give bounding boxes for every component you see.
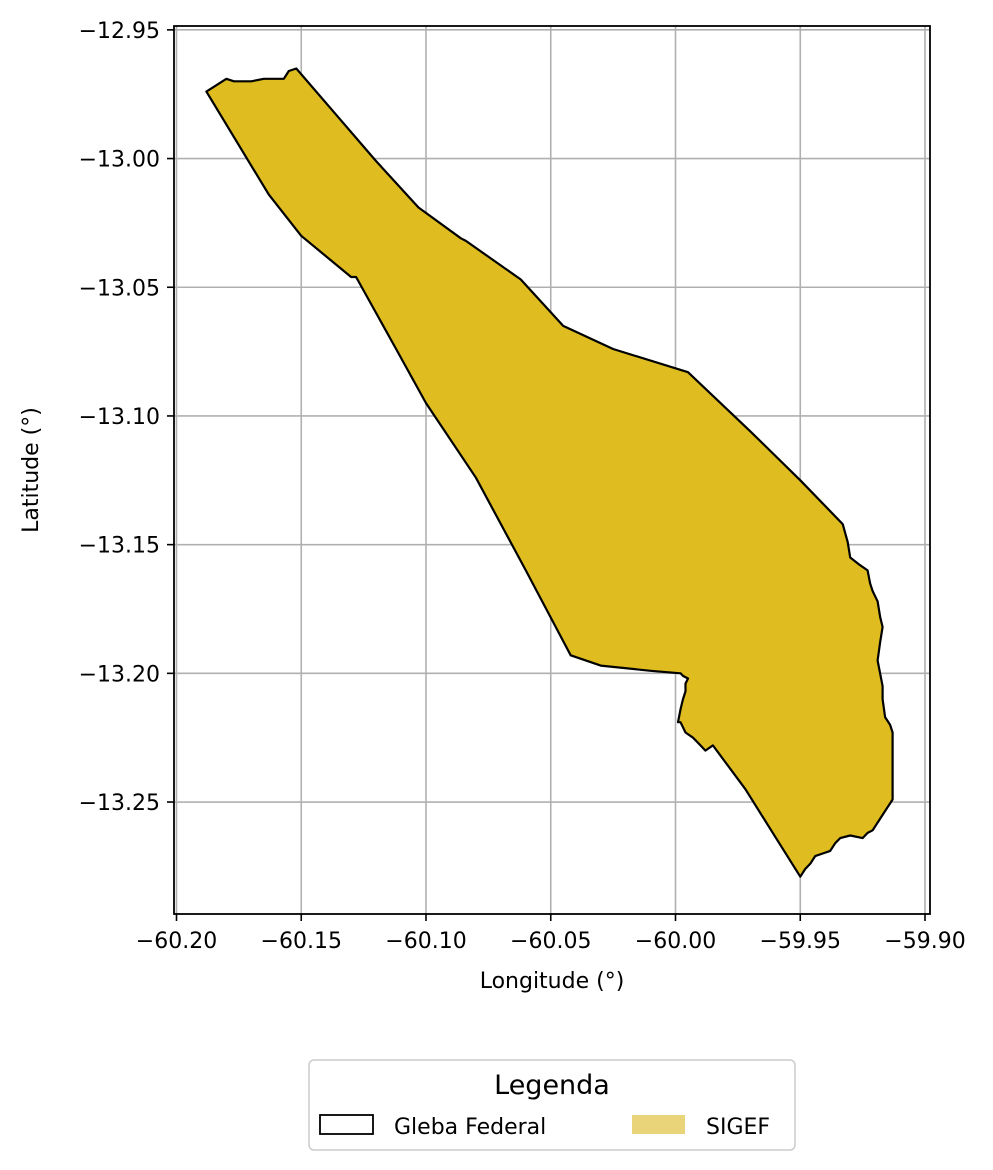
x-tick-label: −60.10 <box>385 929 466 954</box>
x-tick-label: −59.95 <box>760 929 841 954</box>
sigef-polygon <box>206 68 893 877</box>
x-tick-label: −60.05 <box>510 929 591 954</box>
legend-title: Legenda <box>494 1070 610 1101</box>
legend-swatch-gleba-federal <box>319 1114 374 1135</box>
x-tick-label: −59.90 <box>884 929 965 954</box>
legend-swatch-sigef <box>632 1115 685 1134</box>
legend-label-sigef: SIGEF <box>706 1115 770 1140</box>
y-tick-label: −13.00 <box>79 148 160 173</box>
gleba-federal-polygon <box>205 67 894 878</box>
y-tick-label: −13.05 <box>79 276 160 301</box>
x-tick-label: −60.15 <box>261 929 342 954</box>
x-tick-label: −60.20 <box>136 929 217 954</box>
y-tick-label: −13.10 <box>79 405 160 430</box>
y-axis-label: Latitude (°) <box>19 407 44 533</box>
y-tick-label: −13.25 <box>79 791 160 816</box>
x-ticks: −60.20 −60.15 −60.10 −60.05 −60.00 −59.95 −59.… <box>136 914 966 954</box>
legend: Legenda Gleba Federal SIGEF <box>308 1059 796 1151</box>
x-axis-label: Longitude (°) <box>480 969 625 994</box>
y-ticks: −12.95 −13.00 −13.05 −13.10 −13.15 −13.20 −13.… <box>79 19 174 816</box>
y-tick-label: −12.95 <box>79 19 160 44</box>
y-tick-label: −13.20 <box>79 662 160 687</box>
x-tick-label: −60.00 <box>635 929 716 954</box>
map-layers <box>205 67 894 878</box>
legend-label-gleba-federal: Gleba Federal <box>394 1115 546 1140</box>
y-tick-label: −13.15 <box>79 534 160 559</box>
axes-frame <box>173 25 931 915</box>
